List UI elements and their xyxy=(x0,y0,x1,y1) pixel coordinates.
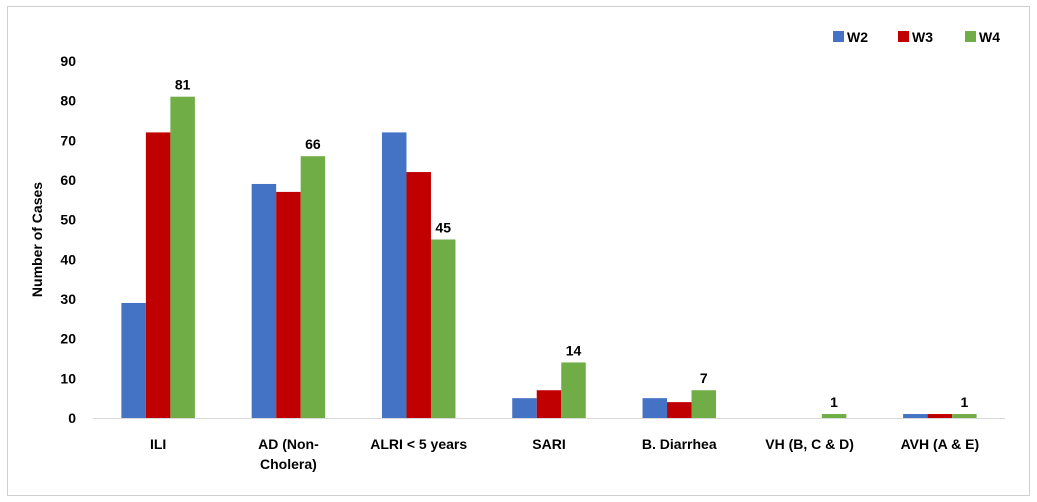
bar-w3 xyxy=(276,191,301,418)
bar-w2 xyxy=(903,414,928,418)
legend-label-w2: W2 xyxy=(847,29,868,45)
y-tick-label: 10 xyxy=(60,370,76,386)
x-category-label: AD (Non- xyxy=(258,436,319,452)
x-category-label: ALRI < 5 years xyxy=(370,436,467,452)
bar-w3 xyxy=(145,132,171,418)
x-category-label: VH (B, C & D) xyxy=(765,436,854,452)
legend: W2 W3 W4 xyxy=(833,29,1000,45)
bar-w4 xyxy=(952,414,977,418)
x-category-label: SARI xyxy=(532,436,565,452)
x-axis-categories: ILI AD (Non- Cholera) ALRI < 5 years SARI B. … xyxy=(150,436,979,472)
legend-swatch-w3 xyxy=(898,31,909,42)
bar-w3 xyxy=(927,414,953,418)
y-tick-label: 30 xyxy=(60,291,76,307)
bar-w4 xyxy=(300,156,326,418)
data-label: 45 xyxy=(435,220,451,236)
y-tick-label: 70 xyxy=(60,132,76,148)
y-tick-label: 90 xyxy=(60,53,76,69)
bar-w3 xyxy=(667,402,692,418)
legend-label-w3: W3 xyxy=(912,29,933,45)
y-tick-label: 20 xyxy=(60,331,76,347)
x-category-label: ILI xyxy=(150,436,166,452)
y-axis-label: Number of Cases xyxy=(29,182,45,297)
y-axis-ticks: 0 10 20 30 40 50 60 70 80 90 xyxy=(60,53,76,426)
bar-w2 xyxy=(512,398,537,418)
bar-w3 xyxy=(536,390,562,418)
bar-w2 xyxy=(251,183,277,418)
x-category-label: B. Diarrhea xyxy=(642,436,717,452)
data-label: 1 xyxy=(830,394,838,410)
y-tick-label: 40 xyxy=(60,251,76,267)
data-label: 7 xyxy=(700,370,708,386)
data-label: 1 xyxy=(960,394,968,410)
data-label: 81 xyxy=(175,77,191,93)
bar-w3 xyxy=(406,172,431,418)
bar-w4 xyxy=(430,239,456,418)
data-label: 14 xyxy=(566,342,582,358)
legend-swatch-w4 xyxy=(965,31,976,42)
bar-w2 xyxy=(121,302,146,418)
y-tick-label: 80 xyxy=(60,93,76,109)
bar-w4 xyxy=(170,96,195,418)
legend-label-w4: W4 xyxy=(979,29,1000,45)
bar-w4 xyxy=(821,414,847,418)
y-tick-label: 0 xyxy=(68,410,76,426)
bar-w4 xyxy=(691,390,717,418)
data-labels: 81 66 45 14 7 1 1 xyxy=(175,77,969,410)
x-category-label: Cholera) xyxy=(260,456,317,472)
y-tick-label: 60 xyxy=(60,172,76,188)
bar-w2 xyxy=(381,132,407,418)
bar-w4 xyxy=(561,362,586,418)
legend-swatch-w2 xyxy=(833,31,844,42)
bars xyxy=(121,96,977,418)
y-tick-label: 50 xyxy=(60,212,76,228)
data-label: 66 xyxy=(305,136,321,152)
x-category-label: AVH (A & E) xyxy=(901,436,980,452)
bar-w2 xyxy=(642,398,668,418)
